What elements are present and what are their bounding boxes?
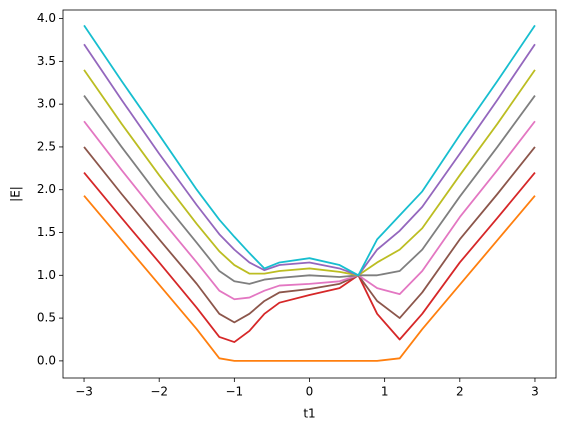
y-tick-label: 1.0 — [37, 268, 56, 282]
y-tick-label: 2.0 — [37, 182, 56, 196]
x-tick-label: 3 — [531, 385, 539, 399]
y-tick-label: 0.5 — [37, 311, 56, 325]
series-line — [83, 120, 536, 301]
series-line — [83, 69, 536, 277]
y-tick-label: 3.5 — [37, 54, 56, 68]
series-line — [83, 43, 536, 277]
series-line — [83, 95, 536, 285]
y-tick-label: 1.5 — [37, 225, 56, 239]
series-line — [83, 146, 536, 324]
y-tick-label: 3.0 — [37, 97, 56, 111]
x-tick-label: −2 — [150, 385, 168, 399]
x-tick-label: −1 — [225, 385, 243, 399]
x-axis-label: t1 — [303, 407, 315, 421]
axes-frame — [62, 9, 557, 379]
y-tick-label: 2.5 — [37, 139, 56, 153]
y-axis-label: |E| — [9, 186, 23, 202]
series-line — [83, 195, 536, 362]
x-tick-label: 2 — [456, 385, 464, 399]
series-line — [83, 24, 536, 277]
series-line — [83, 172, 536, 343]
x-tick-label: −3 — [75, 385, 93, 399]
y-tick-label: 0.0 — [37, 353, 56, 367]
x-tick-label: 0 — [306, 385, 314, 399]
x-tick-label: 1 — [381, 385, 389, 399]
y-tick-label: 4.0 — [37, 11, 56, 25]
